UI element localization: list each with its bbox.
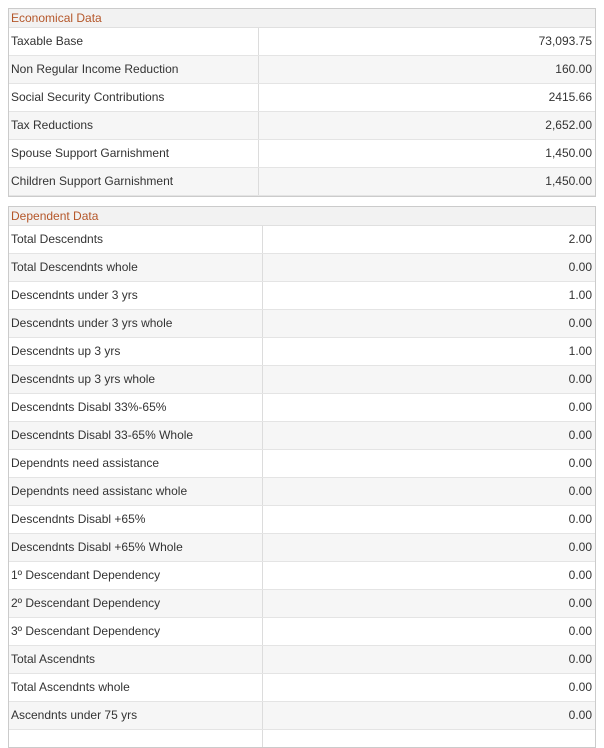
field-label: Total Descendnts whole [9, 254, 263, 281]
field-label: Social Security Contributions [9, 84, 259, 111]
field-label: Total Descendnts [9, 226, 263, 253]
field-label: Total Ascendnts [9, 646, 263, 673]
field-label: Children Support Garnishment [9, 168, 259, 195]
field-value: 2,652.00 [545, 118, 592, 132]
field-value: 1.00 [568, 288, 592, 302]
field-value: 2.00 [568, 232, 592, 246]
field-value: 0.00 [568, 400, 592, 414]
field-value: 0.00 [568, 624, 592, 638]
field-value: 73,093.75 [538, 34, 592, 48]
data-row: Descendnts Disabl 33%-65% 0.00 [9, 394, 595, 422]
field-label: Dependnts need assistanc whole [9, 478, 263, 505]
field-label: Descendnts Disabl 33-65% Whole [9, 422, 263, 449]
field-value: 2415.66 [548, 90, 592, 104]
field-label: Ascendnts under 75 yrs [9, 702, 263, 729]
dependent-data-section: Dependent Data Total Descendnts 2.00 Total… [8, 206, 596, 748]
data-row: Social Security Contributions 2415.66 [9, 84, 595, 112]
data-row: Total Descendnts 2.00 [9, 226, 595, 254]
data-row: Total Ascendnts whole 0.00 [9, 674, 595, 702]
field-value: 1,450.00 [545, 146, 592, 160]
field-label: Non Regular Income Reduction [9, 56, 259, 83]
data-row: Children Support Garnishment 1,450.00 [9, 168, 595, 196]
data-row: Descendnts up 3 yrs whole 0.00 [9, 366, 595, 394]
field-label: 2º Descendant Dependency [9, 590, 263, 617]
data-row: Spouse Support Garnishment 1,450.00 [9, 140, 595, 168]
field-value: 160.00 [555, 62, 592, 76]
data-row: Dependnts need assistanc whole 0.00 [9, 478, 595, 506]
field-label: Descendnts under 3 yrs whole [9, 310, 263, 337]
field-value: 1.00 [568, 344, 592, 358]
field-value: 1,450.00 [545, 174, 592, 188]
field-value: 0.00 [568, 680, 592, 694]
field-value: 0.00 [568, 260, 592, 274]
field-label: Spouse Support Garnishment [9, 140, 259, 167]
field-value: 0.00 [568, 484, 592, 498]
field-value: 0.00 [568, 428, 592, 442]
field-label: Descendnts Disabl +65% [9, 506, 263, 533]
field-label: Descendnts up 3 yrs whole [9, 366, 263, 393]
field-label: Tax Reductions [9, 112, 259, 139]
data-row: Descendnts under 3 yrs 1.00 [9, 282, 595, 310]
field-label: Descendnts Disabl +65% Whole [9, 534, 263, 561]
data-row: Total Ascendnts 0.00 [9, 646, 595, 674]
field-label: 1º Descendant Dependency [9, 562, 263, 589]
data-row: Descendnts Disabl 33-65% Whole 0.00 [9, 422, 595, 450]
data-row: Dependnts need assistance 0.00 [9, 450, 595, 478]
field-value: 0.00 [568, 596, 592, 610]
economical-data-section: Economical Data Taxable Base 73,093.75 Non… [8, 8, 596, 197]
section-title: Economical Data [9, 9, 595, 28]
section-title: Dependent Data [9, 207, 595, 226]
data-row: Descendnts under 3 yrs whole 0.00 [9, 310, 595, 338]
field-value: 0.00 [568, 372, 592, 386]
field-value: 0.00 [568, 512, 592, 526]
field-value: 0.00 [568, 540, 592, 554]
data-row: 3º Descendant Dependency 0.00 [9, 618, 595, 646]
data-row: Total Descendnts whole 0.00 [9, 254, 595, 282]
field-value: 0.00 [568, 568, 592, 582]
data-row: Tax Reductions 2,652.00 [9, 112, 595, 140]
field-label: Total Ascendnts whole [9, 674, 263, 701]
field-label: Descendnts under 3 yrs [9, 282, 263, 309]
field-value: 0.00 [568, 708, 592, 722]
data-row: Descendnts Disabl +65% Whole 0.00 [9, 534, 595, 562]
field-label: 3º Descendant Dependency [9, 618, 263, 645]
data-row: Non Regular Income Reduction 160.00 [9, 56, 595, 84]
field-label: Taxable Base [9, 28, 259, 55]
data-row: Descendnts up 3 yrs 1.00 [9, 338, 595, 366]
field-label [9, 730, 263, 747]
data-row: Ascendnts under 75 yrs 0.00 [9, 702, 595, 730]
field-label: Descendnts Disabl 33%-65% [9, 394, 263, 421]
field-value: 0.00 [568, 652, 592, 666]
data-row: Taxable Base 73,093.75 [9, 28, 595, 56]
field-label: Dependnts need assistance [9, 450, 263, 477]
data-row [9, 730, 595, 747]
field-value: 0.00 [568, 456, 592, 470]
data-row: 1º Descendant Dependency 0.00 [9, 562, 595, 590]
field-label: Descendnts up 3 yrs [9, 338, 263, 365]
field-value: 0.00 [568, 316, 592, 330]
data-row: 2º Descendant Dependency 0.00 [9, 590, 595, 618]
data-row: Descendnts Disabl +65% 0.00 [9, 506, 595, 534]
